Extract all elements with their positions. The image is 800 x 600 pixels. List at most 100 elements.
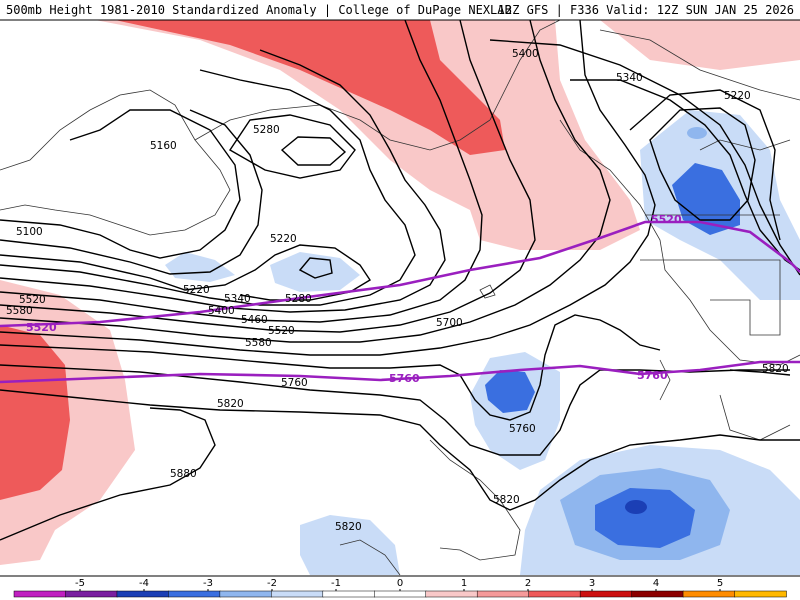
contour-5280-inner — [280, 136, 347, 166]
contour-labels: 5400 5340 5220 5280 5160 5100 5220 5220 … — [6, 48, 789, 533]
colorbar-segment — [476, 590, 530, 598]
colorbar-segment — [631, 590, 684, 598]
contour-5100 — [0, 109, 241, 259]
model-run-info: 12Z GFS | F336 Valid: 12Z SUN JAN 25 202… — [498, 3, 794, 17]
contour-5820-ne — [729, 369, 791, 376]
reference-label: 5760 — [389, 372, 420, 385]
contour-label: 5580 — [6, 305, 33, 317]
contour-5280-south — [0, 69, 416, 306]
contour-label: 5820 — [335, 521, 362, 533]
contour-5460 — [0, 19, 536, 333]
contour-label: 5160 — [150, 140, 177, 152]
negative-anomaly-west-1 — [165, 252, 235, 282]
reference-labels: 5520 5520 5760 5760 — [26, 213, 682, 385]
colorbar-segment — [116, 590, 170, 598]
contour-5220-loop — [298, 257, 333, 279]
colorbar-segment — [682, 590, 736, 598]
contour-label: 5820 — [493, 494, 520, 506]
contour-5340 — [0, 49, 446, 313]
reference-contours — [0, 220, 800, 384]
colorbar-segment — [271, 590, 324, 598]
colorbar-tick-label: 1 — [461, 578, 467, 589]
reference-label: 5520 — [26, 321, 57, 334]
contour-5760 — [0, 364, 790, 456]
colorbar-tick-label: -4 — [139, 578, 149, 589]
colorbar-tick-label: 3 — [589, 578, 595, 589]
colorbar — [13, 590, 787, 598]
colorbar-segment — [219, 590, 273, 598]
contour-5820 — [0, 389, 800, 511]
negative-anomaly-southwest — [300, 515, 400, 575]
contour-5880 — [0, 407, 216, 541]
contour-label: 5460 — [241, 314, 268, 326]
colorbar-segment — [13, 590, 67, 598]
reference-5520 — [0, 220, 800, 328]
contour-label: 5220 — [724, 90, 751, 102]
colorbar-segment — [168, 590, 221, 598]
contour-label: 5220 — [183, 284, 210, 296]
colorbar-tick-label: 4 — [653, 578, 659, 589]
header-band — [0, 0, 800, 20]
contour-label: 5760 — [281, 377, 308, 389]
contour-label: 5100 — [16, 226, 43, 238]
height-contours — [0, 19, 800, 541]
positive-anomaly-strong — [115, 20, 505, 155]
reference-label: 5760 — [637, 369, 668, 382]
colorbar-tick-labels: -5 -4 -3 -2 -1 0 1 2 3 4 5 — [75, 578, 723, 591]
colorbar-tick-label: -2 — [267, 578, 277, 589]
contour-5580 — [0, 19, 656, 356]
contour-5340-ne — [570, 79, 800, 271]
negative-anomaly-south-core — [595, 488, 695, 548]
negative-anomaly-central-core — [485, 370, 535, 413]
colorbar-segment — [734, 590, 787, 598]
colorbar-segment — [322, 590, 376, 598]
negative-anomaly-small-north — [687, 127, 707, 139]
contour-label: 5280 — [285, 293, 312, 305]
negative-anomaly-west-2 — [270, 252, 360, 292]
contour-label: 5880 — [170, 468, 197, 480]
positive-anomaly-west-strong — [0, 325, 70, 500]
anomaly-shading — [0, 20, 800, 575]
colorbar-segment — [425, 590, 478, 598]
colorbar-segment — [528, 590, 581, 598]
contour-label: 5520 — [268, 325, 295, 337]
positive-anomaly-north-pacific — [95, 20, 640, 250]
contour-label: 5820 — [762, 363, 789, 375]
colorbar-tick-label: 2 — [525, 578, 531, 589]
contour-5520 — [0, 19, 611, 343]
map-title: 500mb Height 1981-2010 Standardized Anom… — [6, 3, 512, 17]
colorbar-tick-label: -1 — [331, 578, 341, 589]
colorbar-segment — [374, 590, 427, 598]
negative-anomaly-south-inner — [625, 500, 647, 514]
contour-label: 5580 — [245, 337, 272, 349]
positive-anomaly-northeast — [600, 20, 800, 70]
contour-label: 5340 — [224, 293, 251, 305]
contour-label: 5760 — [509, 423, 536, 435]
contour-label: 5520 — [19, 294, 46, 306]
contour-label: 5280 — [253, 124, 280, 136]
reference-label: 5520 — [651, 213, 682, 226]
contour-5700 — [0, 314, 661, 421]
reference-5760 — [0, 360, 800, 384]
negative-anomaly-northeast-core — [672, 163, 740, 235]
colorbar-tick-label: -5 — [75, 578, 85, 589]
colorbar-tick-label: 0 — [397, 578, 403, 589]
contour-5400-ne — [489, 39, 800, 276]
contour-5220-ne — [649, 107, 756, 221]
contour-label: 5400 — [208, 305, 235, 317]
contour-5400 — [0, 19, 483, 323]
colorbar-segment — [579, 590, 633, 598]
contour-label: 5220 — [270, 233, 297, 245]
contour-5220-west — [0, 244, 371, 301]
contour-5160 — [0, 109, 263, 275]
contour-5280 — [229, 114, 356, 179]
colorbar-segment — [65, 590, 118, 598]
colorbar-tick-label: -3 — [203, 578, 213, 589]
contour-label: 5700 — [436, 317, 463, 329]
contour-5280-ne — [629, 89, 781, 241]
contour-label: 5340 — [616, 72, 643, 84]
contour-label: 5400 — [512, 48, 539, 60]
colorbar-tick-label: 5 — [717, 578, 723, 589]
contour-label: 5820 — [217, 398, 244, 410]
